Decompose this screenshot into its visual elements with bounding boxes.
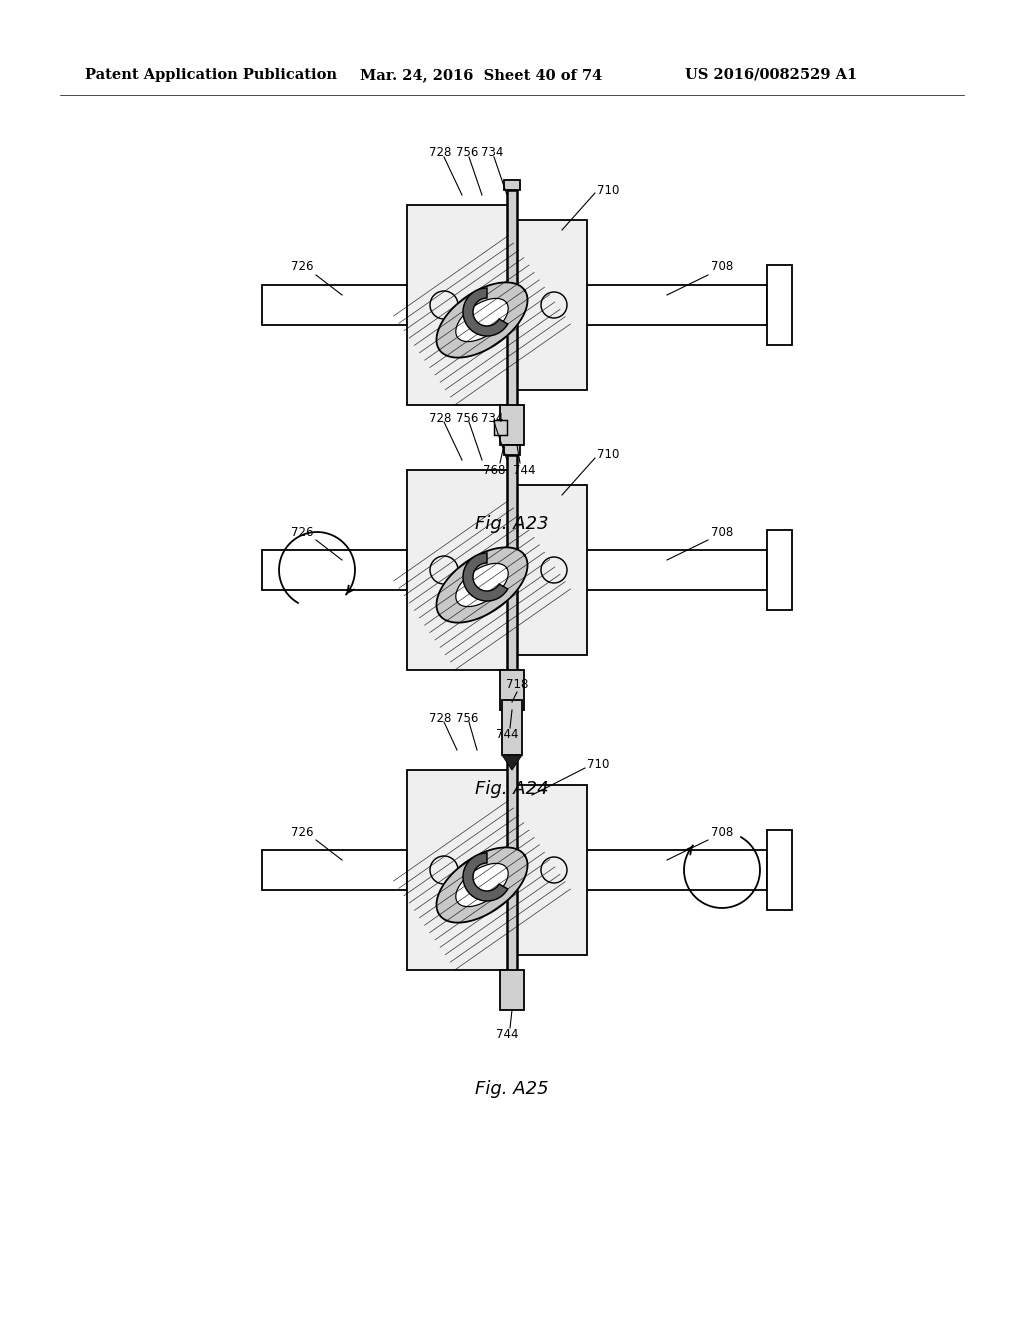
Text: 710: 710 bbox=[597, 449, 620, 462]
Polygon shape bbox=[456, 863, 508, 907]
Text: 708: 708 bbox=[711, 525, 733, 539]
Text: 726: 726 bbox=[291, 525, 313, 539]
Text: 756: 756 bbox=[456, 412, 478, 425]
Polygon shape bbox=[500, 671, 524, 710]
Text: 728: 728 bbox=[429, 711, 452, 725]
Polygon shape bbox=[767, 265, 792, 345]
Text: 744: 744 bbox=[513, 463, 536, 477]
Polygon shape bbox=[507, 190, 517, 420]
Polygon shape bbox=[463, 553, 508, 601]
Polygon shape bbox=[262, 285, 407, 325]
Text: 744: 744 bbox=[496, 729, 518, 742]
Polygon shape bbox=[577, 285, 767, 325]
Polygon shape bbox=[502, 700, 522, 755]
Text: 708: 708 bbox=[711, 260, 733, 273]
Polygon shape bbox=[577, 550, 767, 590]
Polygon shape bbox=[507, 455, 517, 685]
Polygon shape bbox=[463, 288, 508, 337]
Polygon shape bbox=[577, 850, 767, 890]
Polygon shape bbox=[456, 298, 508, 342]
Text: Patent Application Publication: Patent Application Publication bbox=[85, 69, 337, 82]
Text: 734: 734 bbox=[481, 412, 503, 425]
Polygon shape bbox=[507, 755, 517, 985]
Polygon shape bbox=[500, 405, 524, 445]
Text: 734: 734 bbox=[481, 147, 503, 160]
Polygon shape bbox=[456, 564, 508, 607]
Polygon shape bbox=[436, 847, 527, 923]
Text: Fig. A25: Fig. A25 bbox=[475, 1080, 549, 1098]
Polygon shape bbox=[407, 470, 509, 671]
Polygon shape bbox=[494, 420, 507, 436]
Text: 718: 718 bbox=[506, 678, 528, 692]
Text: 728: 728 bbox=[429, 147, 452, 160]
Polygon shape bbox=[262, 850, 407, 890]
Text: 726: 726 bbox=[291, 825, 313, 838]
Polygon shape bbox=[262, 550, 407, 590]
Polygon shape bbox=[436, 282, 527, 358]
Text: 744: 744 bbox=[496, 1028, 518, 1041]
Polygon shape bbox=[504, 180, 520, 190]
Polygon shape bbox=[407, 205, 509, 405]
Text: 728: 728 bbox=[429, 412, 452, 425]
Polygon shape bbox=[436, 548, 527, 623]
Text: 708: 708 bbox=[711, 825, 733, 838]
Polygon shape bbox=[515, 484, 587, 655]
Text: Fig. A24: Fig. A24 bbox=[475, 780, 549, 799]
Polygon shape bbox=[463, 853, 508, 902]
Polygon shape bbox=[767, 531, 792, 610]
Text: 756: 756 bbox=[456, 711, 478, 725]
Polygon shape bbox=[504, 445, 520, 455]
Polygon shape bbox=[500, 970, 524, 1010]
Text: 756: 756 bbox=[456, 147, 478, 160]
Text: US 2016/0082529 A1: US 2016/0082529 A1 bbox=[685, 69, 857, 82]
Text: 710: 710 bbox=[587, 759, 609, 771]
Polygon shape bbox=[767, 830, 792, 909]
Text: 710: 710 bbox=[597, 183, 620, 197]
Polygon shape bbox=[515, 220, 587, 389]
Text: 726: 726 bbox=[291, 260, 313, 273]
Text: Mar. 24, 2016  Sheet 40 of 74: Mar. 24, 2016 Sheet 40 of 74 bbox=[360, 69, 602, 82]
Polygon shape bbox=[407, 770, 509, 970]
Polygon shape bbox=[502, 755, 522, 770]
Text: 768: 768 bbox=[482, 463, 505, 477]
Polygon shape bbox=[515, 785, 587, 954]
Text: Fig. A23: Fig. A23 bbox=[475, 515, 549, 533]
